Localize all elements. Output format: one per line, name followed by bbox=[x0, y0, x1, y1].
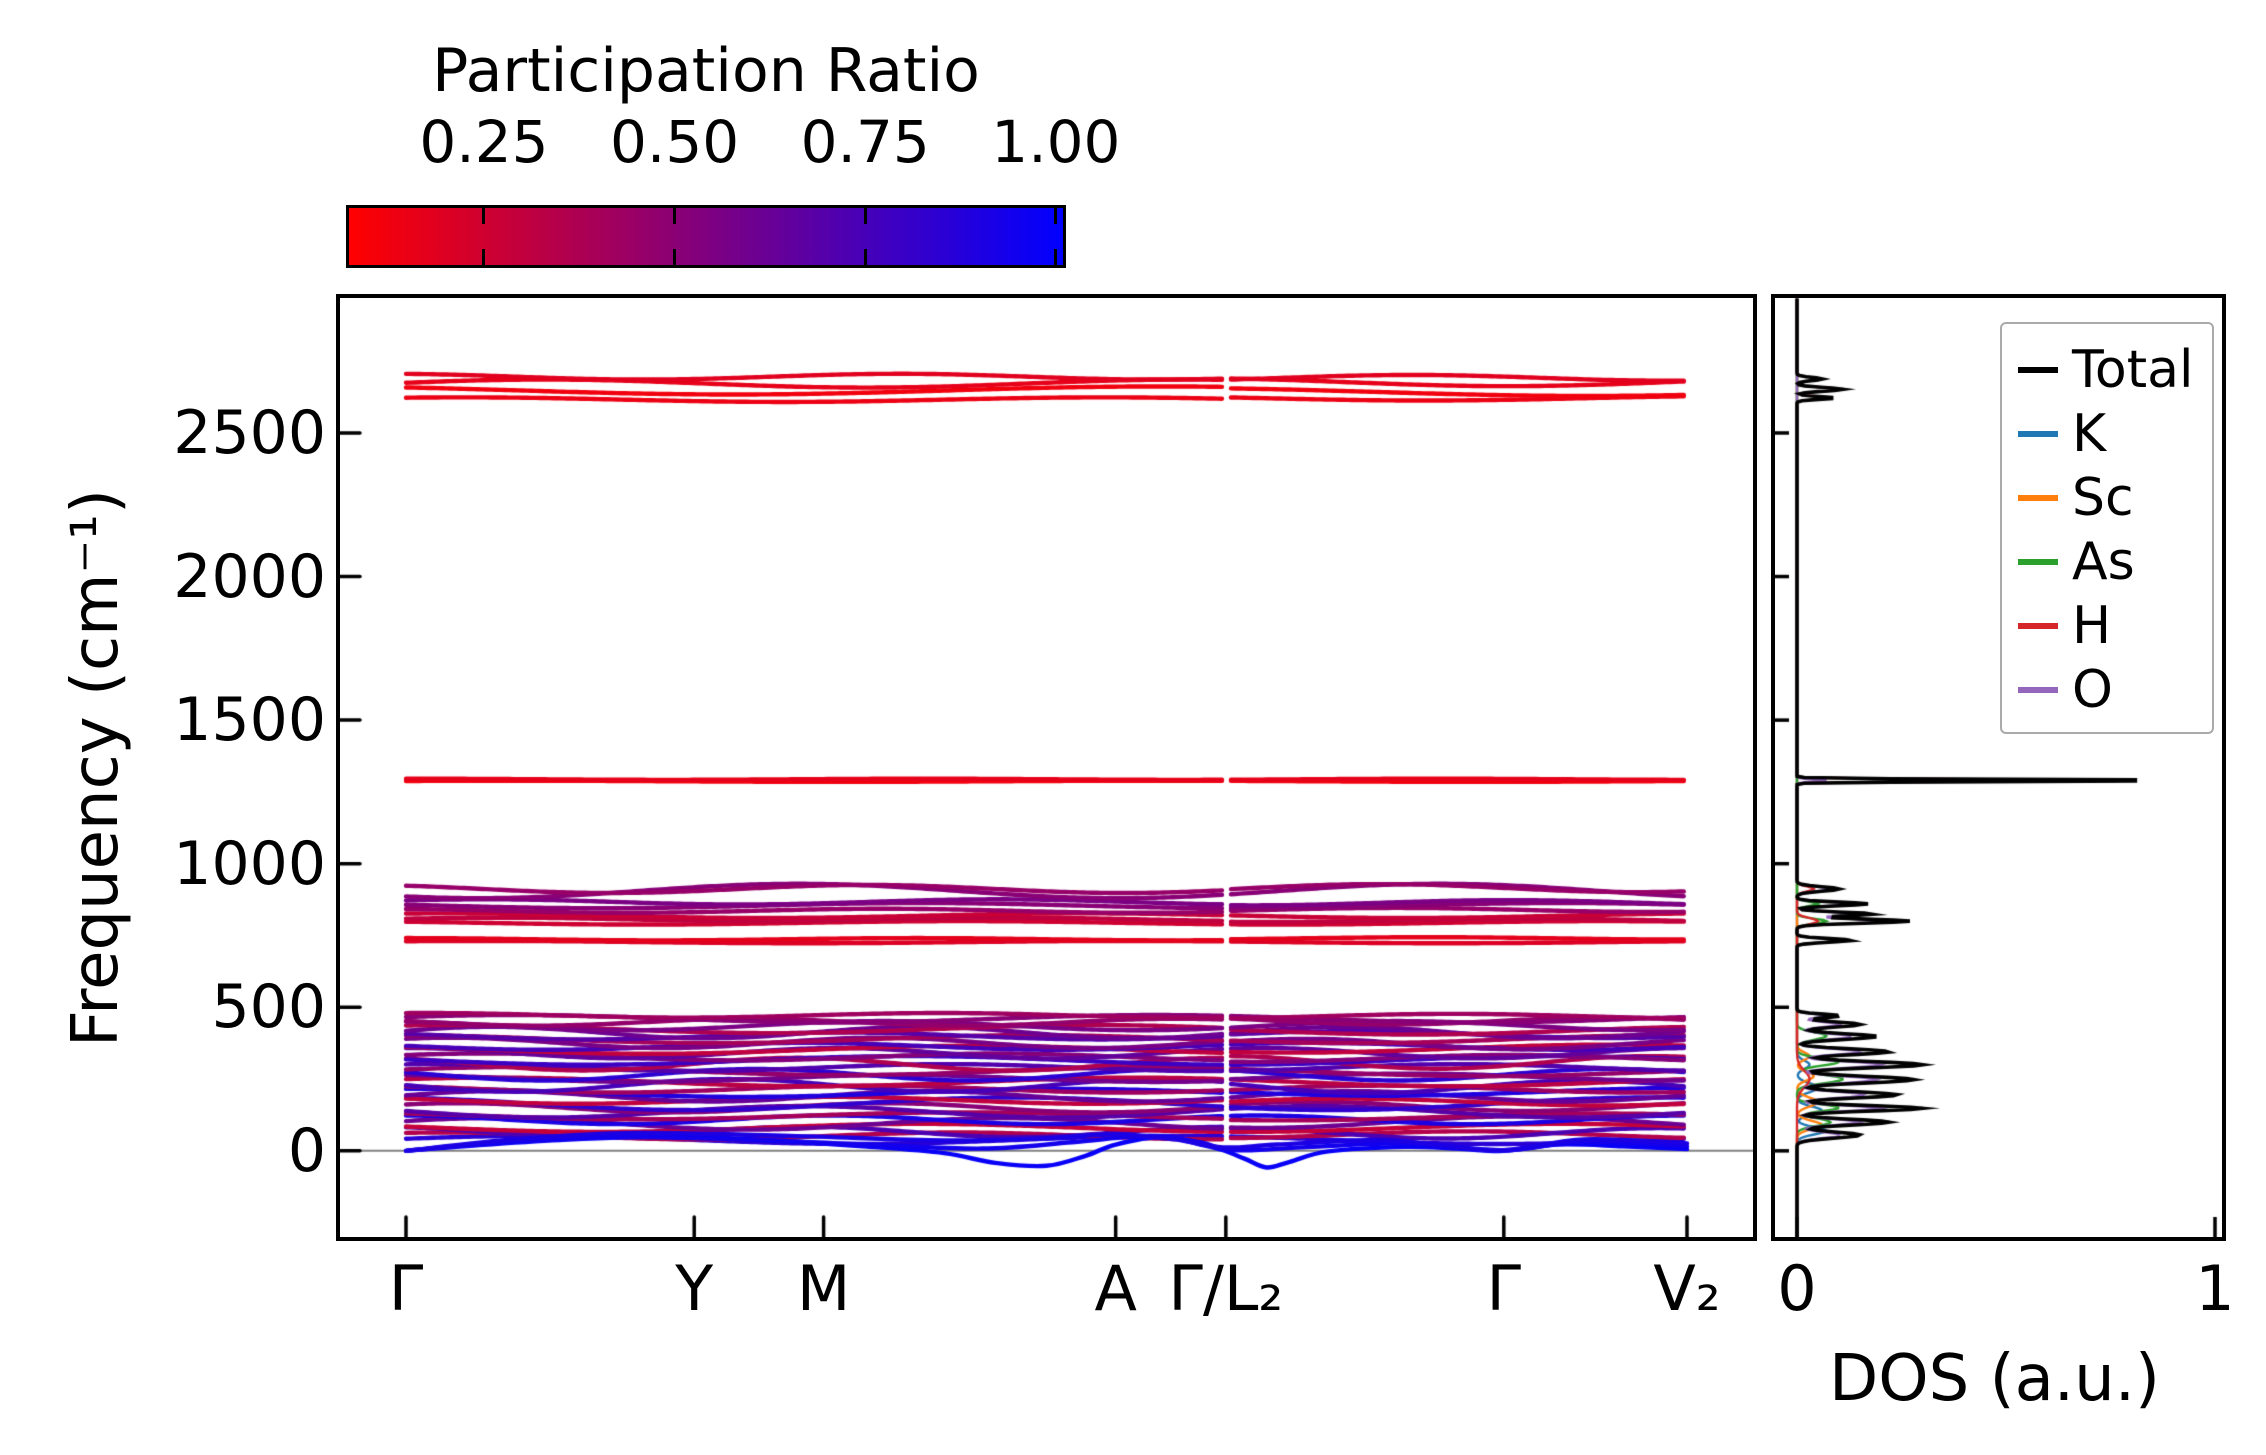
colorbar-tick-label: 0.50 bbox=[610, 108, 740, 176]
x-tick-label: M bbox=[796, 1252, 851, 1325]
legend-line-icon bbox=[2018, 431, 2058, 437]
band-structure-canvas bbox=[340, 298, 1753, 1237]
participation-ratio-colorbar bbox=[346, 205, 1066, 268]
legend-line-icon bbox=[2018, 367, 2058, 373]
x-tick-label: Y bbox=[675, 1252, 714, 1325]
legend-item-o: O bbox=[2018, 658, 2212, 722]
legend-label: Total bbox=[2072, 340, 2194, 400]
colorbar-title: Participation Ratio bbox=[432, 36, 980, 106]
colorbar-tick-mark bbox=[673, 249, 677, 265]
y-tick-label: 1000 bbox=[173, 828, 326, 899]
legend-item-sc: Sc bbox=[2018, 466, 2212, 530]
legend-label: As bbox=[2072, 532, 2135, 592]
y-tick-label: 2000 bbox=[173, 541, 326, 612]
y-tick-label: 1500 bbox=[173, 685, 326, 756]
legend-item-total: Total bbox=[2018, 338, 2212, 402]
legend-label: K bbox=[2072, 404, 2107, 464]
x-tick-label: Γ/L₂ bbox=[1168, 1252, 1284, 1325]
band-structure-axes bbox=[336, 294, 1757, 1241]
colorbar-tick-mark bbox=[482, 249, 486, 265]
y-tick-label: 0 bbox=[287, 1115, 326, 1186]
dos-legend: Total K Sc As H O bbox=[2000, 322, 2214, 734]
colorbar-tick-mark bbox=[1054, 208, 1058, 224]
colorbar-tick-label: 0.75 bbox=[800, 108, 930, 176]
colorbar-tick-mark bbox=[863, 249, 867, 265]
legend-item-as: As bbox=[2018, 530, 2212, 594]
dos-x-tick-label: 0 bbox=[1777, 1252, 1817, 1325]
x-tick-label: Γ bbox=[388, 1252, 424, 1325]
y-tick-label: 500 bbox=[211, 972, 326, 1043]
legend-item-k: K bbox=[2018, 402, 2212, 466]
dos-x-tick-label: 1 bbox=[2195, 1252, 2235, 1325]
colorbar-tick-label: 1.00 bbox=[991, 108, 1121, 176]
y-tick-label: 2500 bbox=[173, 397, 326, 468]
legend-item-h: H bbox=[2018, 594, 2212, 658]
x-tick-label: V₂ bbox=[1653, 1252, 1721, 1325]
colorbar-tick-mark bbox=[863, 208, 867, 224]
x-tick-label: A bbox=[1094, 1252, 1137, 1325]
legend-line-icon bbox=[2018, 623, 2058, 629]
dos-x-axis-label: DOS (a.u.) bbox=[1828, 1342, 2161, 1416]
legend-label: H bbox=[2072, 596, 2112, 656]
legend-line-icon bbox=[2018, 687, 2058, 693]
colorbar-tick-label: 0.25 bbox=[419, 108, 549, 176]
colorbar-tick-mark bbox=[673, 208, 677, 224]
colorbar-tick-mark bbox=[482, 208, 486, 224]
x-tick-label: Γ bbox=[1486, 1252, 1522, 1325]
legend-label: O bbox=[2072, 660, 2113, 720]
legend-label: Sc bbox=[2072, 468, 2134, 528]
legend-line-icon bbox=[2018, 495, 2058, 501]
colorbar-tick-mark bbox=[1054, 249, 1058, 265]
legend-line-icon bbox=[2018, 559, 2058, 565]
